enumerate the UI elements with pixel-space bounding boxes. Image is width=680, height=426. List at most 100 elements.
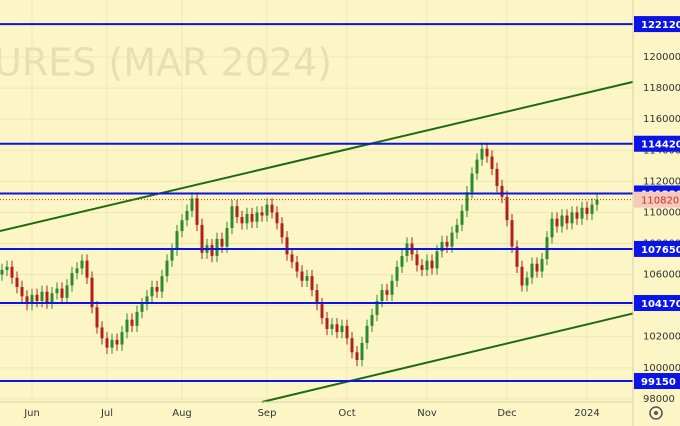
candle-body bbox=[290, 254, 294, 263]
candle-body bbox=[120, 332, 124, 345]
candle-body bbox=[25, 296, 29, 305]
plot-area bbox=[0, 0, 634, 403]
candle-body bbox=[90, 277, 94, 308]
candle-body bbox=[140, 304, 144, 312]
candle-body bbox=[450, 232, 454, 247]
x-tick-label: Dec bbox=[497, 408, 516, 419]
candle-body bbox=[385, 290, 389, 295]
candle-body bbox=[80, 260, 84, 269]
candle-body bbox=[210, 245, 214, 256]
x-tick-label: Jun bbox=[23, 408, 40, 419]
candle-body bbox=[65, 285, 69, 298]
candle-body bbox=[520, 266, 524, 286]
candle-body bbox=[145, 296, 149, 305]
candle-body bbox=[420, 265, 424, 270]
level-label: 114420 bbox=[641, 140, 680, 151]
x-tick-label: Nov bbox=[417, 408, 437, 419]
level-label-box bbox=[634, 16, 680, 33]
candle-body bbox=[0, 269, 4, 275]
y-tick-label: 106000 bbox=[643, 270, 680, 281]
candle-body bbox=[95, 307, 99, 328]
candle-body bbox=[365, 325, 369, 343]
candle-body bbox=[110, 339, 114, 348]
candle-body bbox=[125, 319, 129, 333]
candle-body bbox=[265, 204, 269, 216]
candle-body bbox=[235, 206, 239, 218]
candle-body bbox=[220, 238, 224, 247]
candle-body bbox=[530, 263, 534, 278]
candle-body bbox=[560, 215, 564, 227]
candle-body bbox=[225, 227, 229, 247]
level-label: 122120 bbox=[641, 20, 680, 31]
candle-body bbox=[395, 266, 399, 281]
last-price-label: 110820 bbox=[641, 196, 679, 207]
candle-body bbox=[595, 199, 599, 205]
candle-body bbox=[5, 266, 9, 270]
level-label: 99150 bbox=[641, 377, 676, 388]
candle-body bbox=[330, 324, 334, 329]
candle-body bbox=[495, 168, 499, 187]
candle-body bbox=[130, 319, 134, 326]
candle-body bbox=[150, 287, 154, 297]
candle-body bbox=[540, 259, 544, 272]
candle-body bbox=[295, 262, 299, 272]
candle-body bbox=[135, 311, 139, 326]
candle-body bbox=[320, 304, 324, 319]
candle-body bbox=[445, 241, 449, 247]
candle-body bbox=[185, 210, 189, 221]
candle-body bbox=[170, 249, 174, 261]
candle-body bbox=[250, 213, 254, 222]
trendline bbox=[261, 312, 634, 403]
candle-body bbox=[175, 231, 179, 250]
candle-body bbox=[260, 212, 264, 216]
candle-body bbox=[350, 338, 354, 353]
candle-body bbox=[550, 218, 554, 238]
y-tick-label: 100000 bbox=[643, 363, 680, 374]
candle-body bbox=[490, 156, 494, 169]
candle-body bbox=[60, 288, 64, 298]
y-tick-label: 98000 bbox=[643, 394, 675, 405]
candle-body bbox=[160, 276, 164, 292]
level-label-box bbox=[634, 295, 680, 312]
candle-body bbox=[525, 277, 529, 286]
candle-body bbox=[230, 206, 234, 228]
level-label: 107650 bbox=[641, 245, 680, 256]
candle-body bbox=[390, 280, 394, 295]
candle-body bbox=[440, 241, 444, 252]
candle-body bbox=[455, 224, 459, 233]
candle-body bbox=[315, 290, 319, 305]
candle-body bbox=[505, 196, 509, 221]
candle-body bbox=[345, 325, 349, 339]
candle-body bbox=[115, 339, 119, 345]
candle-body bbox=[485, 148, 489, 157]
candle-body bbox=[375, 300, 379, 315]
candle-body bbox=[190, 198, 194, 211]
settings-button[interactable] bbox=[649, 406, 663, 420]
candle-body bbox=[380, 290, 384, 301]
candle-body bbox=[580, 207, 584, 219]
watermark: URES (MAR 2024) bbox=[0, 41, 332, 85]
candle-body bbox=[215, 238, 219, 256]
x-tick-label: Sep bbox=[258, 408, 277, 419]
candle-body bbox=[195, 198, 199, 225]
candle-body bbox=[280, 223, 284, 238]
candle-body bbox=[45, 291, 49, 303]
candle-body bbox=[40, 291, 44, 301]
candle-body bbox=[10, 266, 14, 278]
candle-body bbox=[305, 276, 309, 281]
candle-body bbox=[475, 159, 479, 174]
candle-body bbox=[310, 276, 314, 291]
settings-icon bbox=[649, 406, 663, 420]
candle-body bbox=[75, 268, 79, 274]
candle-body bbox=[415, 254, 419, 266]
candle-body bbox=[20, 287, 24, 297]
candle-body bbox=[465, 192, 469, 211]
y-tick-label: 116000 bbox=[643, 114, 680, 125]
x-tick-label: Aug bbox=[172, 408, 192, 419]
candle-body bbox=[105, 338, 109, 348]
level-label-box bbox=[634, 135, 680, 152]
candle-body bbox=[325, 318, 329, 329]
candle-body bbox=[575, 212, 579, 219]
